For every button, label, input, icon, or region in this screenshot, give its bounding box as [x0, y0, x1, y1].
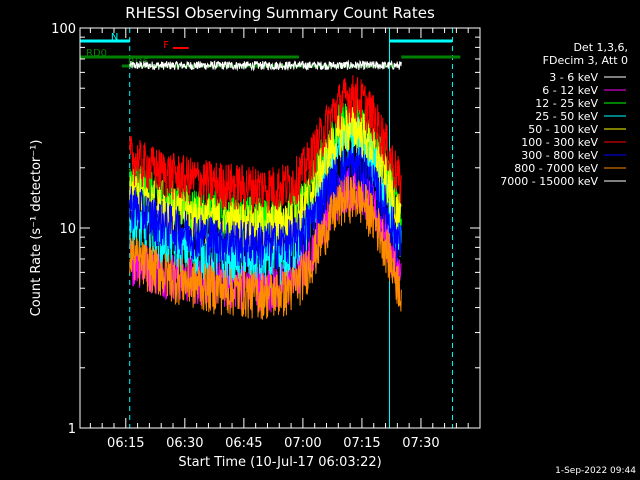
x-tick-label: 06:15 [107, 436, 144, 451]
series-line [129, 75, 402, 214]
y-ticks: 1 10 100 [51, 22, 480, 437]
annotation-label: RD0 [86, 48, 107, 59]
legend-label: 7000 - 15000 keV [500, 175, 598, 188]
annotation-label: RD6 [128, 57, 149, 68]
series-lines [129, 59, 402, 320]
legend-header-line-2: FDecim 3, Att 0 [543, 54, 628, 67]
y-tick-label: 100 [51, 22, 76, 37]
y-axis-label: Count Rate (s⁻¹ detector⁻¹) [29, 140, 44, 317]
legend-label: 800 - 7000 keV [514, 162, 598, 175]
legend-label: 3 - 6 keV [549, 71, 598, 84]
legend-label: 50 - 100 keV [528, 123, 598, 136]
annotation-label: N [111, 32, 118, 43]
chart-title: RHESSI Observing Summary Count Rates [125, 4, 435, 22]
x-tick-label: 07:15 [343, 436, 380, 451]
legend-label: 100 - 300 keV [521, 136, 598, 149]
x-tick-label: 07:00 [284, 436, 321, 451]
series-line [129, 59, 402, 72]
y-tick-label: 1 [68, 422, 76, 437]
x-tick-label: 06:45 [225, 436, 262, 451]
x-tick-label: 07:30 [402, 436, 439, 451]
legend-label: 25 - 50 keV [535, 110, 598, 123]
series-line [129, 175, 402, 320]
x-tick-label: 06:30 [166, 436, 203, 451]
x-axis-label: Start Time (10-Jul-17 06:03:22) [178, 455, 381, 470]
legend-label: 12 - 25 keV [535, 97, 598, 110]
series-line [129, 146, 402, 270]
footer-date: 1-Sep-2022 09:44 [555, 466, 636, 476]
legend-header-line-1: Det 1,3,6, [573, 41, 628, 54]
x-ticks: 06:15 06:30 06:45 07:00 07:15 07:30 [89, 28, 481, 451]
annotation-label: F [163, 40, 169, 51]
legend-label: 300 - 800 keV [521, 149, 598, 162]
y-tick-label: 10 [59, 222, 76, 237]
legend-label: 6 - 12 keV [542, 84, 598, 97]
